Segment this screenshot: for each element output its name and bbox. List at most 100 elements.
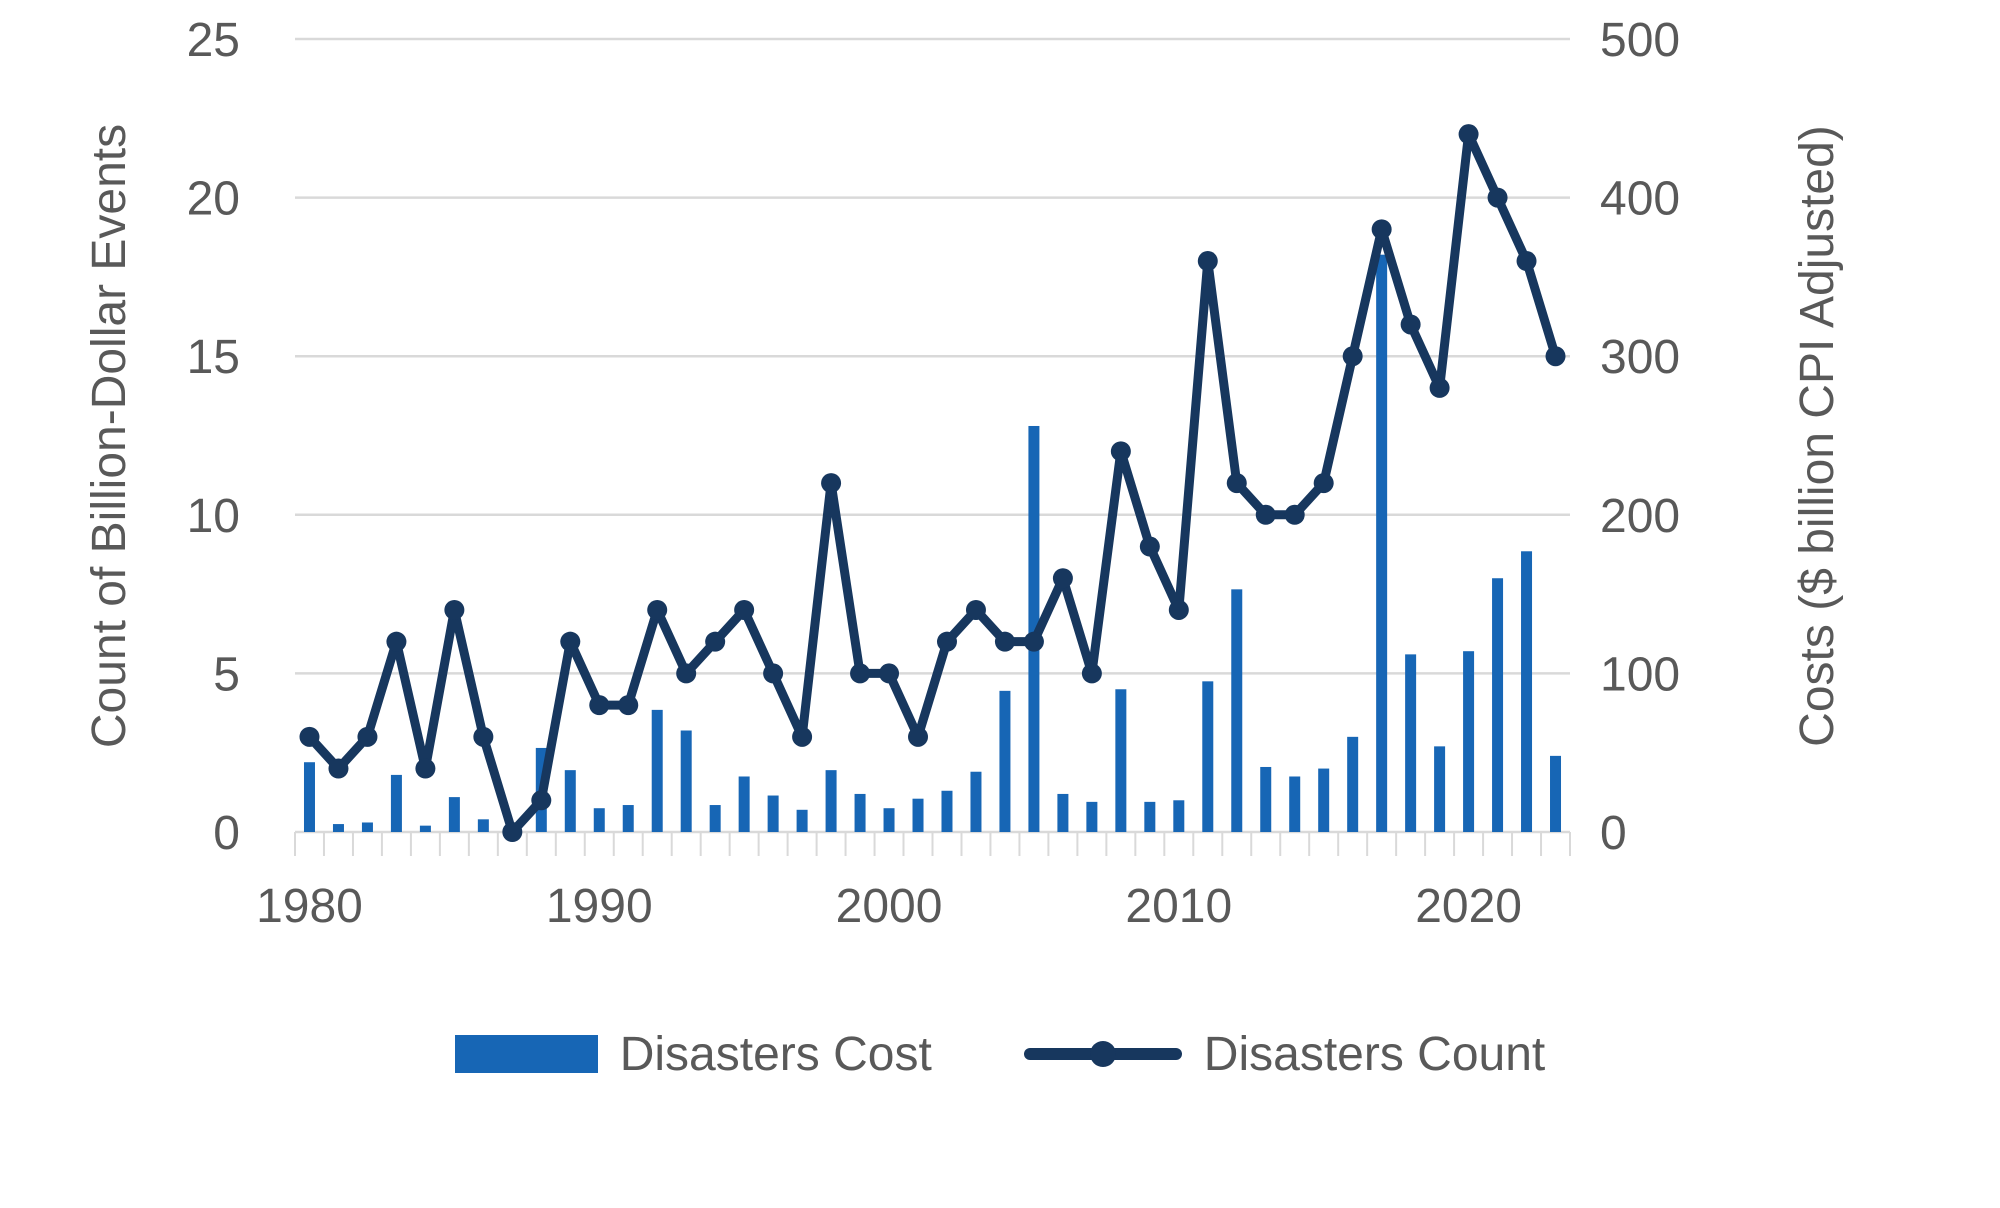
count-point [1284,504,1305,525]
right-axis-tick-label: 300 [1600,331,1680,384]
count-point [589,695,610,716]
count-point [1081,663,1102,684]
count-point [1255,504,1276,525]
cost-bar [1173,800,1185,832]
count-point [734,599,755,620]
chart-legend: Disasters Cost Disasters Count [0,1026,2000,1082]
count-point [1197,251,1218,272]
cost-bar [477,819,489,832]
cost-bar [419,825,431,832]
cost-bar [1057,793,1069,832]
count-point [328,758,349,779]
cost-bar [912,798,924,832]
count-point [1371,219,1392,240]
cost-bar [738,776,750,832]
count-point [1342,346,1363,367]
x-axis-decade-label: 2020 [1415,880,1522,933]
count-point [1516,251,1537,272]
line-swatch-icon [1023,1041,1182,1067]
left-axis-tick-label: 20 [187,173,240,226]
left-axis-title: Count of Billion-Dollar Events [83,123,136,749]
count-point [763,663,784,684]
count-point [531,790,552,811]
right-axis-tick-label: 500 [1600,14,1680,67]
count-point [473,726,494,747]
count-point [1023,631,1044,652]
x-axis-decade-label: 2000 [836,880,943,933]
cost-bar [1260,766,1272,832]
count-point [850,663,871,684]
count-point [502,822,523,842]
count-point [386,631,407,652]
count-point [444,599,465,620]
count-point [560,631,581,652]
right-axis-tick-label: 400 [1600,173,1680,226]
cost-bar [1405,654,1417,832]
cost-bar [1550,755,1562,832]
count-point [1313,473,1334,494]
count-point [965,599,986,620]
cost-bar [1347,736,1359,832]
count-point [1429,377,1450,398]
count-point [1110,441,1131,462]
left-axis-tick-label: 25 [187,14,240,67]
cost-bar [709,805,721,832]
cost-bar [1463,651,1475,832]
cost-bar [1086,801,1098,832]
legend-item-disasters-count: Disasters Count [1023,1027,1546,1082]
count-point [908,726,929,747]
cost-bar [941,790,953,832]
x-axis-decade-label: 1980 [256,880,363,933]
cost-bar [1318,768,1330,832]
count-point [618,695,639,716]
count-point [1226,473,1247,494]
count-point [357,726,378,747]
cost-bar [1376,254,1388,833]
cost-bar [593,808,605,832]
left-axis-tick-label: 10 [187,490,240,543]
cost-bar [825,770,837,832]
left-axis-tick-label: 15 [187,331,240,384]
count-point [1052,568,1073,589]
cost-bar [854,793,866,832]
count-line [304,129,1561,837]
right-axis-tick-label: 0 [1600,807,1627,860]
count-point [821,473,842,494]
count-point [879,663,900,684]
count-point [647,599,668,620]
cost-bar [622,805,634,832]
right-axis-tick-label: 200 [1600,490,1680,543]
count-point [1487,187,1508,208]
cost-bar [883,808,895,832]
cost-bar [651,709,663,832]
count-point [705,631,726,652]
line-marker-icon [1089,1041,1116,1067]
right-axis-tick-label: 100 [1600,648,1680,701]
cost-bar [1202,681,1214,832]
count-point [792,726,813,747]
cost-bar [796,809,808,832]
cost-bar [1521,551,1533,832]
legend-label-disasters-count: Disasters Count [1203,1027,1546,1081]
count-point [1458,124,1479,145]
cost-bar [1289,776,1301,832]
cost-bar [1115,689,1127,832]
count-point [994,631,1015,652]
right-axis-title: Costs ($ billion CPI Adjusted) [1791,125,1844,747]
cost-bar [303,762,315,832]
cost-bar [1492,578,1504,832]
count-point [676,663,697,684]
cost-bar [1231,589,1243,832]
cost-bar [361,822,373,832]
count-point [936,631,957,652]
count-point [1168,599,1189,620]
cost-bar [332,824,344,832]
count-point [1400,314,1421,335]
count-point [299,726,320,747]
count-point [1545,346,1566,367]
cost-bar [448,797,460,832]
cost-bar [680,730,692,832]
legend-label-disasters-cost: Disasters Cost [619,1027,932,1081]
